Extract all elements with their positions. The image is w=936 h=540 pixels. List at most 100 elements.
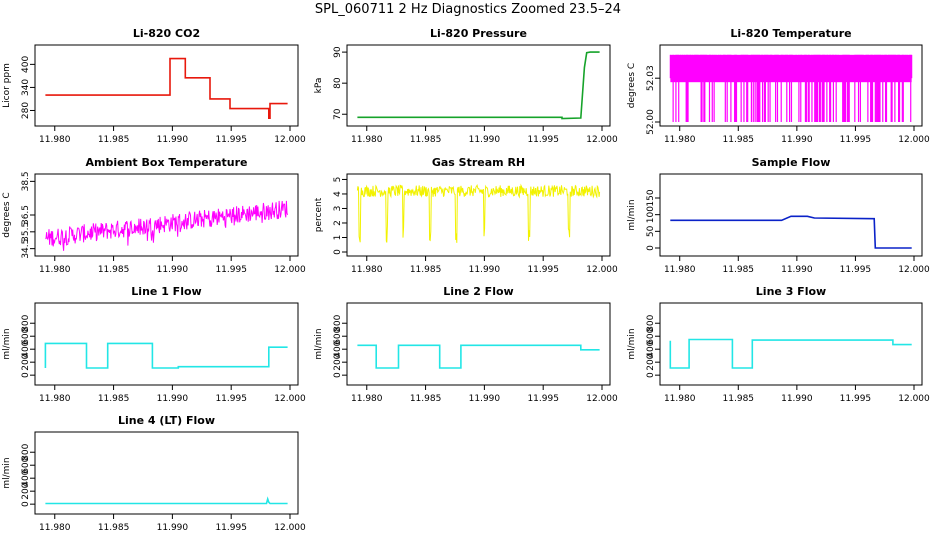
x-tick-label: 11.990: [157, 265, 189, 275]
plot-frame: [659, 302, 923, 386]
x-tick-label: 11.980: [351, 135, 383, 145]
y-tick-label: 100: [646, 206, 656, 223]
chart-co2: Li-820 CO2 Licor ppm 11.980 11.985 11.990 11.…: [2, 27, 306, 145]
x-tick-label: 11.985: [98, 265, 130, 275]
y-tick-label: 200: [21, 482, 31, 499]
chart-title: Line 3 Flow: [756, 285, 826, 298]
y-tick-label: 34.5: [21, 239, 31, 259]
series-line4: [45, 496, 288, 505]
x-tick-label: 11.995: [527, 135, 559, 145]
y-tick-label: 800: [21, 314, 31, 331]
chart-line4: Line 4 (LT) Flow ml/min 11.980 11.985 11.990…: [2, 414, 306, 533]
y-tick-label: 36.5: [21, 205, 31, 225]
x-tick-label: 11.980: [664, 394, 696, 404]
x-tick-label: 11.990: [469, 135, 501, 145]
y-tick-label: 2: [333, 220, 343, 226]
y-tick-label: 52.03: [646, 65, 656, 91]
x-tick-label: 11.980: [664, 265, 696, 275]
plot-frame: [34, 431, 299, 515]
y-tick-label: 600: [21, 327, 31, 344]
x-tick-label: 12.000: [586, 394, 618, 404]
x-tick-label: 11.980: [39, 394, 71, 404]
y-tick-label: 70: [333, 108, 343, 120]
y-tick-label: 0: [21, 372, 31, 378]
x-tick-label: 11.990: [157, 394, 189, 404]
series-line: [357, 51, 600, 120]
plot-frame: [346, 302, 611, 386]
x-tick-label: 11.995: [527, 265, 559, 275]
y-axis-label: degrees C: [627, 63, 637, 108]
x-tick-label: 12.000: [274, 394, 306, 404]
y-tick-label: 0: [21, 501, 31, 507]
x-tick-label: 11.985: [723, 394, 755, 404]
x-tick-label: 12.000: [274, 135, 306, 145]
x-tick-label: 11.980: [664, 135, 696, 145]
x-tick-label: 11.990: [781, 265, 813, 275]
y-tick-label: 200: [333, 353, 343, 370]
plot-frame: [346, 173, 611, 257]
x-tick-label: 11.985: [98, 135, 130, 145]
y-tick-label: 4: [333, 191, 343, 197]
y-axis-label: ml/min: [627, 328, 637, 359]
series-line: [669, 338, 912, 369]
x-tick-label: 11.980: [351, 265, 383, 275]
y-tick-label: 52.00: [646, 109, 656, 135]
y-tick-label: 1: [333, 235, 343, 241]
plot-frame: [346, 44, 611, 127]
series-sampleflow: [670, 215, 912, 249]
x-tick-label: 12.000: [898, 135, 930, 145]
y-axis-label: degrees C: [2, 192, 12, 237]
y-tick-label: 0: [333, 372, 343, 378]
series-line: [670, 215, 912, 249]
chart-title: Li-820 Temperature: [730, 27, 851, 40]
y-tick-label: 50: [646, 225, 656, 237]
x-tick-label: 12.000: [898, 394, 930, 404]
x-tick-label: 11.985: [410, 135, 442, 145]
x-tick-label: 12.000: [898, 265, 930, 275]
x-tick-label: 11.990: [469, 394, 501, 404]
series-line: [45, 57, 288, 119]
chart-title: Li-820 CO2: [133, 27, 200, 40]
series-line: [357, 344, 600, 369]
y-tick-label: 600: [333, 327, 343, 344]
plot-frame: [34, 302, 299, 386]
x-tick-label: 12.000: [274, 265, 306, 275]
chart-title: Line 1 Flow: [131, 285, 201, 298]
x-tick-label: 11.985: [723, 265, 755, 275]
y-tick-label: 800: [333, 314, 343, 331]
chart-title: Gas Stream RH: [432, 156, 525, 169]
y-tick-label: 400: [646, 340, 656, 357]
x-tick-label: 11.995: [215, 265, 247, 275]
plot-frame: [34, 44, 299, 127]
y-tick-label: 3: [333, 206, 343, 212]
y-tick-label: 200: [21, 353, 31, 370]
y-tick-label: 80: [333, 77, 343, 89]
series-line3: [669, 338, 912, 369]
x-tick-label: 11.995: [215, 135, 247, 145]
y-tick-label: 800: [21, 443, 31, 460]
y-axis-label: ml/min: [627, 199, 637, 230]
series-pressure: [357, 51, 600, 120]
temp-band: [670, 54, 912, 83]
y-axis-label: percent: [314, 197, 324, 232]
x-tick-label: 12.000: [586, 265, 618, 275]
x-tick-label: 11.985: [98, 394, 130, 404]
series-li820temp: [669, 54, 913, 122]
chart-title: Sample Flow: [752, 156, 831, 169]
series-line: [45, 200, 289, 251]
chart-title: Li-820 Pressure: [430, 27, 527, 40]
plot-frame: [659, 44, 923, 127]
chart-line2: Line 2 Flow ml/min 11.980 11.985 11.990 11.99…: [314, 285, 618, 404]
series-boxtemp: [45, 200, 289, 251]
x-tick-label: 11.980: [39, 523, 71, 533]
x-tick-label: 11.990: [781, 394, 813, 404]
y-tick-label: 200: [646, 353, 656, 370]
y-axis-label: kPa: [314, 78, 324, 94]
y-tick-label: 0: [646, 372, 656, 378]
chart-title: Line 2 Flow: [443, 285, 513, 298]
x-tick-label: 12.000: [274, 523, 306, 533]
x-tick-label: 11.985: [98, 523, 130, 533]
y-tick-label: 280: [21, 102, 31, 119]
x-tick-label: 11.995: [215, 523, 247, 533]
series-line: [356, 183, 601, 243]
